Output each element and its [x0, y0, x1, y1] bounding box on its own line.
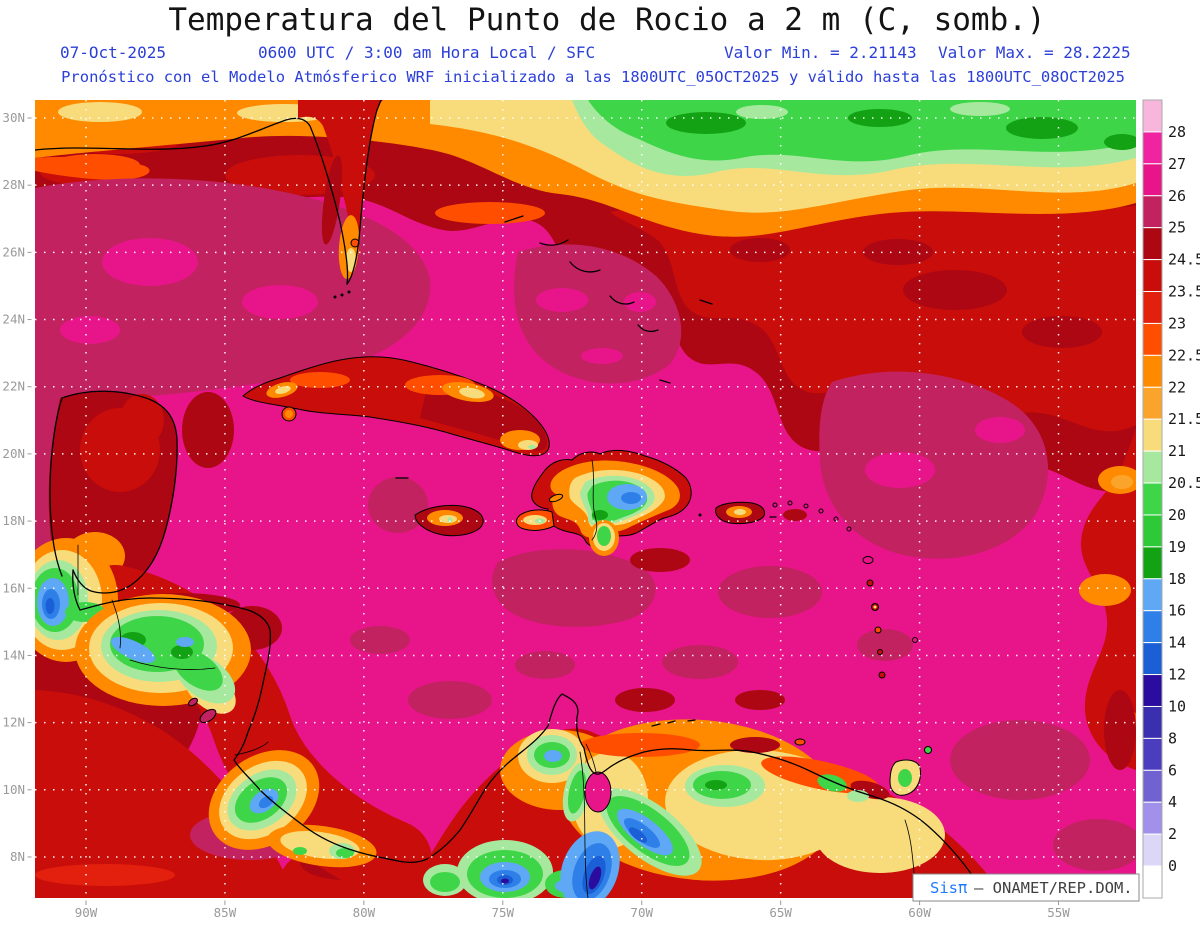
- longitude-axis: 90W 85W 80W 75W 70W 65W 60W 55W: [75, 900, 1070, 920]
- colorbar-label: 0: [1168, 857, 1177, 875]
- lon-tick-label: 60W: [908, 905, 931, 920]
- colorbar-label: 26: [1168, 187, 1186, 205]
- colorbar-segment: [1142, 227, 1163, 261]
- colorbar-label: 22: [1168, 378, 1186, 396]
- lat-tick-label: 14N: [2, 647, 25, 662]
- lon-tick-label: 65W: [769, 905, 792, 920]
- colorbar-label: 16: [1168, 602, 1186, 620]
- colorbar-label: 6: [1168, 761, 1177, 779]
- florida: [35, 100, 383, 299]
- colorbar-segment: [1142, 769, 1163, 803]
- attribution-box: Sisπ – ONAMET/REP.DOM.: [912, 873, 1140, 902]
- colorbar-segment: [1142, 354, 1163, 388]
- colorbar-label: 20.5: [1168, 474, 1200, 492]
- colorbar-segment: [1142, 865, 1163, 899]
- colorbar-label: 21.5: [1168, 410, 1200, 428]
- source-label: – ONAMET/REP.DOM.: [974, 879, 1133, 897]
- colorbar-segment: [1142, 195, 1163, 229]
- colorbar-label: 25: [1168, 219, 1186, 237]
- colorbar-label: 18: [1168, 570, 1186, 588]
- colorbar-label: 23.5: [1168, 283, 1200, 301]
- lat-tick-label: 24N: [2, 312, 25, 327]
- colorbar-label: 20: [1168, 506, 1186, 524]
- colorbar-segment: [1142, 386, 1163, 420]
- lat-tick-label: 26N: [2, 244, 25, 259]
- colorbar-segment: [1142, 450, 1163, 484]
- lat-tick-label: 22N: [2, 379, 25, 394]
- colorbar-segment: [1142, 705, 1163, 739]
- colorbar-label: 2: [1168, 825, 1177, 843]
- colorbar-segment: [1142, 418, 1163, 452]
- colorbar-segment: [1142, 801, 1163, 835]
- date-label: 07-Oct-2025: [60, 43, 166, 62]
- lon-tick-label: 75W: [492, 905, 515, 920]
- colorbar-segment: [1142, 163, 1163, 197]
- lat-tick-label: 30N: [2, 110, 25, 125]
- colorbar-label: 8: [1168, 729, 1177, 747]
- latitude-axis: 30N 28N 26N 24N 22N 20N 18N 16N 14N 12N 10N 8N: [2, 110, 32, 864]
- lon-tick-label: 90W: [75, 905, 98, 920]
- colorbar-segment: [1142, 259, 1163, 293]
- min-value-label: Valor Min. = 2.21143: [724, 43, 917, 62]
- page-title: Temperatura del Punto de Rocio a 2 m (C,…: [168, 2, 1045, 38]
- lon-tick-label: 80W: [353, 905, 376, 920]
- lon-tick-label: 85W: [214, 905, 237, 920]
- colorbar-legend: 2827262524.523.52322.52221.52120.5201918…: [1142, 99, 1200, 899]
- lon-tick-label: 70W: [630, 905, 653, 920]
- colorbar-label: 10: [1168, 697, 1186, 715]
- colorbar-segment: [1142, 674, 1163, 707]
- colorbar-label: 12: [1168, 666, 1186, 684]
- colorbar-label: 23: [1168, 314, 1186, 332]
- lat-tick-label: 8N: [10, 849, 25, 864]
- lat-tick-label: 28N: [2, 177, 25, 192]
- lat-tick-label: 20N: [2, 446, 25, 461]
- greater-antilles: [242, 356, 777, 556]
- max-value-label: Valor Max. = 28.2225: [938, 43, 1131, 62]
- north-gradient-band: [35, 100, 1136, 237]
- valid-time-label: 0600 UTC / 3:00 am Hora Local / SFC: [258, 43, 595, 62]
- colorbar-label: 19: [1168, 538, 1186, 556]
- colorbar-segment: [1142, 514, 1163, 548]
- colorbar-label: 21: [1168, 442, 1186, 460]
- graticule: [35, 100, 1136, 898]
- brand-label: Sisπ: [930, 879, 967, 897]
- lat-tick-label: 12N: [2, 715, 25, 730]
- colorbar-segment: [1142, 99, 1163, 133]
- south-america: [408, 693, 1008, 898]
- colorbar-segment: [1142, 291, 1163, 324]
- colorbar-label: 28: [1168, 123, 1186, 141]
- colorbar-frame: [1142, 99, 1163, 899]
- colorbar-segment: [1142, 131, 1163, 165]
- colorbar-segment: [1142, 546, 1163, 580]
- small-islands: [504, 215, 932, 796]
- lat-tick-label: 16N: [2, 580, 25, 595]
- colorbar-label: 27: [1168, 155, 1186, 173]
- colorbar-segment: [1142, 322, 1163, 356]
- yucatan-central-america: [35, 390, 433, 898]
- lat-tick-label: 18N: [2, 513, 25, 528]
- colorbar-segment: [1142, 833, 1163, 867]
- header: Temperatura del Punto de Rocio a 2 m (C,…: [60, 2, 1131, 86]
- lon-tick-label: 55W: [1047, 905, 1070, 920]
- forecast-description: Pronóstico con el Modelo Atmósferico WRF…: [61, 68, 1125, 86]
- colorbar-label: 24.5: [1168, 251, 1200, 269]
- colorbar-segment: [1142, 737, 1163, 771]
- map-canvas: [35, 100, 1136, 898]
- colorbar-label: 14: [1168, 634, 1186, 652]
- colorbar-label: 4: [1168, 793, 1177, 811]
- lat-tick-label: 10N: [2, 782, 25, 797]
- colorbar-segment: [1142, 578, 1163, 612]
- colorbar-segment: [1142, 482, 1163, 516]
- colorbar-segment: [1142, 610, 1163, 644]
- colorbar-label: 22.5: [1168, 346, 1200, 364]
- colorbar-segment: [1142, 642, 1163, 676]
